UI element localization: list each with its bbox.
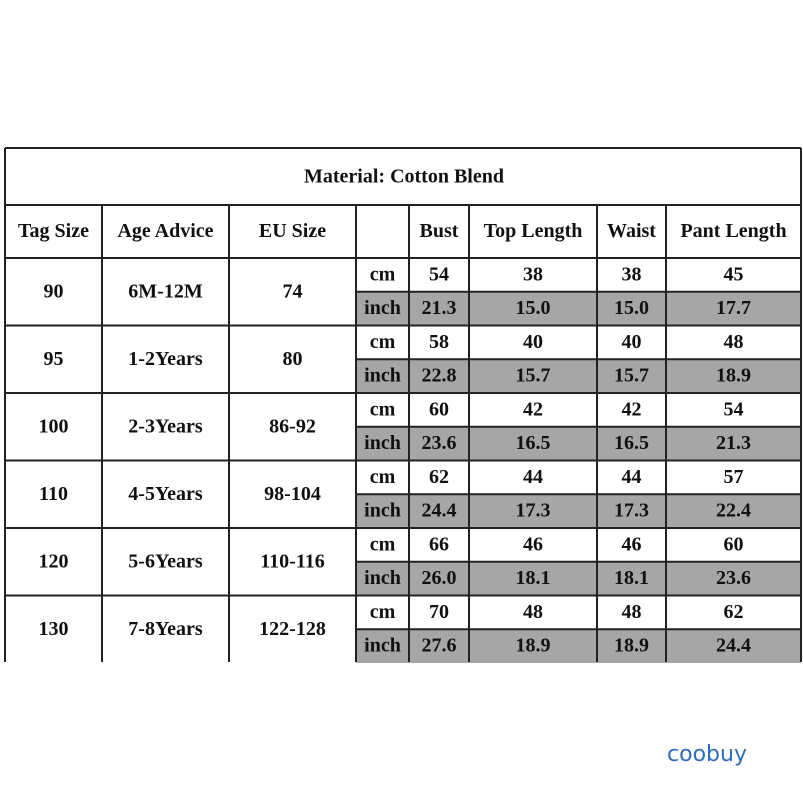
inch-value: 18.9 — [516, 635, 551, 657]
cell-age: 5-6Years — [128, 550, 203, 572]
unit-label: inch — [364, 500, 401, 522]
cell-age: 2-3Years — [128, 415, 203, 437]
cm-value: 60 — [429, 398, 449, 420]
cell-age: 6M-12M — [128, 280, 203, 302]
inch-value: 15.7 — [516, 365, 551, 387]
unit-label: inch — [364, 297, 401, 319]
cell-age: 1-2Years — [128, 348, 203, 370]
inch-value: 15.0 — [614, 297, 649, 319]
inch-row-shade — [356, 561, 801, 596]
cell-tag: 110 — [39, 483, 68, 505]
cell-eu: 98-104 — [264, 483, 321, 505]
inch-value: 22.4 — [716, 500, 751, 522]
cm-value: 42 — [622, 398, 642, 420]
inch-value: 18.9 — [716, 365, 751, 387]
inch-row-shade — [356, 359, 801, 393]
cm-value: 48 — [724, 331, 744, 353]
inch-value: 22.8 — [422, 365, 457, 387]
cell-tag: 95 — [44, 348, 64, 370]
table-title: Material: Cotton Blend — [304, 166, 504, 188]
unit-label: inch — [364, 432, 401, 454]
cm-value: 54 — [724, 398, 744, 420]
cm-value: 45 — [724, 263, 744, 285]
cm-value: 62 — [429, 466, 449, 488]
cm-value: 44 — [622, 466, 642, 488]
cm-value: 58 — [429, 331, 449, 353]
cm-value: 62 — [724, 601, 744, 623]
cm-value: 40 — [622, 331, 642, 353]
inch-row-shade — [356, 629, 801, 663]
inch-value: 21.3 — [716, 432, 751, 454]
inch-value: 16.5 — [516, 432, 551, 454]
cell-tag: 130 — [39, 618, 69, 640]
inch-value: 17.3 — [614, 500, 649, 522]
cm-value: 48 — [622, 601, 642, 623]
cell-eu: 110-116 — [260, 550, 324, 572]
inch-row-shade — [356, 426, 801, 461]
inch-value: 26.0 — [422, 567, 457, 589]
unit-label: cm — [370, 533, 396, 555]
cell-eu: 80 — [283, 348, 303, 370]
column-header: EU Size — [259, 220, 326, 242]
cm-value: 44 — [523, 466, 543, 488]
inch-value: 15.0 — [516, 297, 551, 319]
cell-age: 4-5Years — [128, 483, 203, 505]
column-header: Age Advice — [117, 220, 213, 242]
cm-value: 38 — [523, 263, 543, 285]
cm-value: 60 — [724, 533, 744, 555]
unit-label: inch — [364, 567, 401, 589]
column-header: Bust — [420, 220, 459, 242]
column-header: Tag Size — [18, 220, 89, 242]
inch-value: 18.1 — [614, 567, 649, 589]
inch-value: 18.9 — [614, 635, 649, 657]
inch-value: 24.4 — [422, 500, 457, 522]
inch-value: 17.3 — [516, 500, 551, 522]
inch-value: 17.7 — [716, 297, 751, 319]
cell-eu: 74 — [283, 280, 303, 302]
watermark: coobuy — [667, 742, 747, 767]
cell-eu: 86-92 — [269, 415, 316, 437]
inch-value: 16.5 — [614, 432, 649, 454]
cm-value: 38 — [622, 263, 642, 285]
inch-value: 15.7 — [614, 365, 649, 387]
cm-value: 46 — [523, 533, 543, 555]
cell-tag: 90 — [44, 280, 64, 302]
inch-value: 21.3 — [422, 297, 457, 319]
inch-value: 27.6 — [422, 635, 457, 657]
cm-value: 42 — [523, 398, 543, 420]
cm-value: 46 — [622, 533, 642, 555]
cm-value: 54 — [429, 263, 449, 285]
cm-value: 48 — [523, 601, 543, 623]
cell-tag: 100 — [39, 415, 69, 437]
cm-value: 57 — [724, 466, 744, 488]
unit-label: cm — [370, 601, 396, 623]
inch-row-shade — [356, 291, 801, 326]
unit-label: cm — [370, 331, 396, 353]
inch-value: 18.1 — [516, 567, 551, 589]
unit-label: inch — [364, 365, 401, 387]
cm-value: 40 — [523, 331, 543, 353]
cm-value: 70 — [429, 601, 449, 623]
unit-label: cm — [370, 263, 396, 285]
cell-tag: 120 — [39, 550, 69, 572]
inch-value: 23.6 — [422, 432, 457, 454]
column-header: Pant Length — [680, 220, 786, 242]
inch-value: 24.4 — [716, 635, 751, 657]
cell-eu: 122-128 — [259, 618, 326, 640]
inch-row-shade — [356, 494, 801, 528]
column-header: Top Length — [484, 220, 583, 242]
inch-value: 23.6 — [716, 567, 751, 589]
cell-age: 7-8Years — [128, 618, 203, 640]
unit-label: cm — [370, 466, 396, 488]
unit-label: inch — [364, 635, 401, 657]
cm-value: 66 — [429, 533, 449, 555]
unit-label: cm — [370, 398, 396, 420]
column-header: Waist — [607, 220, 656, 242]
